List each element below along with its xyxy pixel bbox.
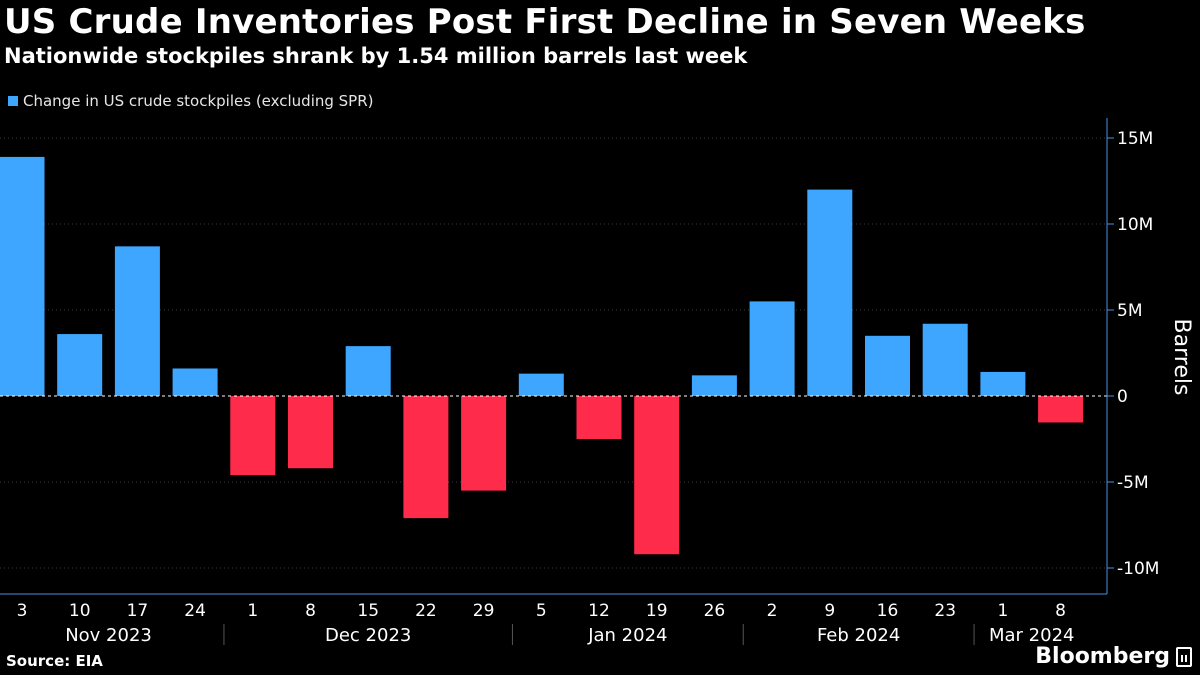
- bar: [57, 334, 103, 396]
- x-tick-label: 29: [473, 601, 495, 621]
- bar: [0, 156, 45, 396]
- bar: [922, 323, 968, 396]
- y-tick-label: -5M: [1117, 473, 1149, 493]
- x-month-label: Jan 2024: [587, 625, 667, 646]
- y-tick-label: -10M: [1117, 559, 1159, 579]
- legend-swatch: [8, 96, 18, 106]
- bar: [114, 246, 160, 396]
- x-tick-label: 8: [305, 601, 316, 621]
- y-tick-label: 15M: [1117, 129, 1153, 149]
- x-month-label: Mar 2024: [989, 625, 1075, 646]
- bar: [172, 368, 218, 396]
- x-tick-label: 23: [934, 601, 956, 621]
- x-tick-label: 15: [357, 601, 379, 621]
- bar: [865, 335, 910, 396]
- x-tick-label: 1: [997, 601, 1008, 621]
- y-tick-label: 5M: [1117, 301, 1142, 321]
- x-tick-label: 17: [127, 601, 149, 621]
- x-month-label: Feb 2024: [817, 625, 900, 646]
- x-tick-label: 9: [824, 601, 835, 621]
- x-tick-label: 26: [704, 601, 726, 621]
- bar: [576, 396, 622, 439]
- x-tick-label: 24: [184, 601, 206, 621]
- bar: [807, 189, 853, 396]
- brand-name: Bloomberg: [1035, 644, 1170, 669]
- x-tick-label: 19: [646, 601, 668, 621]
- x-tick-label: 1: [247, 601, 258, 621]
- chart-subtitle: Nationwide stockpiles shrank by 1.54 mil…: [4, 44, 748, 68]
- bar: [288, 396, 333, 469]
- x-month-label: Dec 2023: [325, 625, 411, 646]
- bar: [634, 396, 680, 555]
- brand-logo: Bloomberg: [1035, 644, 1192, 669]
- bar: [230, 396, 276, 476]
- x-tick-label: 16: [877, 601, 899, 621]
- y-axis-title: Barrels: [1169, 319, 1194, 396]
- x-tick-label: 22: [415, 601, 437, 621]
- x-tick-label: 12: [588, 601, 610, 621]
- bar: [1038, 396, 1084, 423]
- x-month-label: Nov 2023: [65, 625, 152, 646]
- y-tick-label: 10M: [1117, 215, 1153, 235]
- y-tick-label: 0: [1117, 387, 1128, 407]
- bar: [461, 396, 507, 491]
- x-tick-label: 5: [536, 601, 547, 621]
- bar: [345, 346, 391, 396]
- x-tick-label: 2: [767, 601, 778, 621]
- chart-title: US Crude Inventories Post First Decline …: [4, 2, 1086, 42]
- bar: [518, 373, 564, 396]
- terminal-icon: [1176, 646, 1192, 667]
- bar: [691, 375, 737, 396]
- legend-label: Change in US crude stockpiles (excluding…: [23, 92, 374, 110]
- bar: [403, 396, 449, 519]
- source-note: Source: EIA: [6, 652, 103, 670]
- bar: [980, 371, 1026, 396]
- x-tick-label: 8: [1055, 601, 1066, 621]
- x-tick-label: 3: [17, 601, 28, 621]
- bar: [749, 301, 795, 396]
- chart-legend: Change in US crude stockpiles (excluding…: [8, 92, 374, 110]
- x-tick-label: 10: [69, 601, 91, 621]
